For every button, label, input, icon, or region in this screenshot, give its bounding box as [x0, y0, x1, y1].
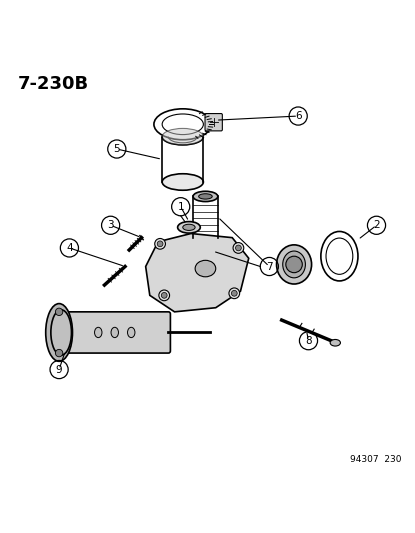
Circle shape	[229, 288, 239, 298]
Ellipse shape	[127, 327, 135, 337]
Circle shape	[286, 256, 302, 273]
Text: 3: 3	[107, 220, 114, 230]
FancyBboxPatch shape	[59, 312, 171, 353]
Ellipse shape	[330, 340, 340, 346]
Circle shape	[236, 245, 241, 251]
Ellipse shape	[178, 222, 200, 233]
Ellipse shape	[183, 224, 195, 230]
Circle shape	[159, 290, 170, 301]
Text: 9: 9	[56, 365, 62, 375]
Ellipse shape	[276, 245, 312, 284]
Circle shape	[232, 290, 237, 296]
Ellipse shape	[111, 327, 118, 337]
Text: 8: 8	[305, 336, 312, 346]
Text: 6: 6	[295, 111, 302, 121]
Ellipse shape	[46, 304, 73, 361]
Ellipse shape	[51, 310, 71, 355]
Circle shape	[161, 293, 167, 298]
Circle shape	[233, 243, 244, 253]
Circle shape	[157, 241, 163, 247]
Ellipse shape	[162, 174, 203, 190]
Ellipse shape	[95, 327, 102, 337]
Circle shape	[55, 308, 63, 316]
Text: 7: 7	[266, 262, 273, 271]
Ellipse shape	[195, 260, 216, 277]
Ellipse shape	[162, 128, 203, 145]
Text: 5: 5	[113, 144, 120, 154]
Circle shape	[155, 238, 166, 249]
Text: 7-230B: 7-230B	[18, 75, 89, 93]
Text: 1: 1	[177, 201, 184, 212]
Text: 4: 4	[66, 243, 73, 253]
Ellipse shape	[193, 191, 218, 201]
Ellipse shape	[283, 251, 305, 278]
Text: 94307  230: 94307 230	[350, 455, 401, 464]
Text: 2: 2	[373, 220, 380, 230]
FancyBboxPatch shape	[205, 114, 222, 131]
Polygon shape	[146, 233, 249, 312]
Circle shape	[55, 349, 63, 357]
Ellipse shape	[199, 193, 212, 199]
